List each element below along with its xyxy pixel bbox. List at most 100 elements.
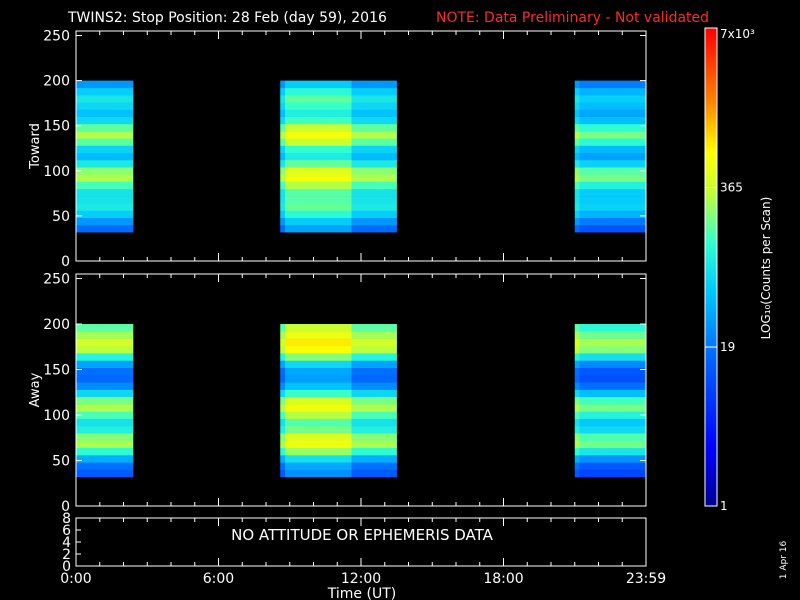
heatmap-cell [380, 95, 386, 103]
heatmap-cell [109, 360, 115, 369]
heatmap-cell [346, 389, 352, 398]
heatmap-cell [574, 331, 580, 339]
heatmap-cell [313, 331, 319, 339]
heatmap-cell [337, 389, 343, 398]
heatmap-cell [617, 188, 623, 197]
heatmap-cell [128, 131, 134, 139]
heatmap-cell [365, 367, 371, 376]
heatmap-cell [323, 210, 329, 219]
heatmap-cell [327, 425, 333, 434]
heatmap-cell [370, 203, 376, 211]
heatmap-cell [327, 360, 333, 369]
heatmap-cell [313, 374, 319, 383]
heatmap-cell [603, 455, 609, 463]
heatmap-cell [104, 210, 110, 219]
heatmap-cell [384, 374, 390, 383]
heatmap-cell [380, 80, 386, 89]
heatmap-cell [128, 181, 134, 190]
heatmap-cell [593, 159, 599, 168]
heatmap-cell [308, 152, 314, 161]
heatmap-cell [356, 389, 362, 398]
heatmap-cell [617, 345, 623, 354]
heatmap-cell [603, 338, 609, 347]
heatmap-cell [394, 425, 397, 434]
heatmap-cell [603, 203, 609, 211]
heatmap-cell [128, 152, 134, 161]
heatmap-cell [342, 374, 348, 383]
heatmap-cell [608, 338, 614, 347]
heatmap-cell [622, 374, 628, 383]
heatmap-cell [280, 203, 286, 211]
heatmap-cell [593, 353, 599, 361]
heatmap-cell [99, 440, 105, 449]
heatmap-cell [90, 389, 96, 398]
heatmap-cell [612, 102, 618, 110]
heatmap-cell [598, 145, 604, 154]
heatmap-cell [622, 367, 628, 376]
heatmap-cell [304, 217, 310, 226]
heatmap-cell [99, 324, 105, 332]
heatmap-cell [370, 217, 376, 226]
heatmap-cell [332, 116, 338, 125]
heatmap-cell [361, 324, 367, 332]
heatmap-cell [342, 389, 348, 398]
heatmap-cell [641, 131, 647, 139]
heatmap-cell [332, 433, 338, 441]
heatmap-cell [636, 131, 642, 139]
heatmap-cell [589, 80, 595, 89]
heatmap-cell [636, 217, 642, 226]
heatmap-cell [636, 174, 642, 182]
heatmap-cell [337, 203, 343, 211]
x-axis-label: Time (UT) [327, 586, 396, 600]
heatmap-cell [332, 411, 338, 419]
heatmap-cell [318, 338, 324, 347]
heatmap-cell [598, 418, 604, 427]
heatmap-cell [99, 210, 105, 219]
heatmap-cell [114, 360, 120, 369]
heatmap-cell [631, 224, 637, 233]
heatmap-cell [579, 374, 585, 383]
heatmap-cell [95, 338, 101, 347]
heatmap-cell [289, 462, 295, 470]
heatmap-cell [280, 102, 286, 110]
heatmap-cell [104, 440, 110, 449]
heatmap-cell [76, 95, 82, 103]
heatmap-cell [356, 217, 362, 226]
heatmap-cell [323, 116, 329, 125]
heatmap-cell [123, 210, 129, 219]
heatmap-cell [346, 95, 352, 103]
heatmap-cell [90, 447, 96, 456]
heatmap-cell [90, 80, 96, 89]
heatmap-cell [356, 447, 362, 456]
heatmap-cell [323, 360, 329, 369]
heatmap-cell [123, 203, 129, 211]
heatmap-cell [622, 224, 628, 233]
heatmap-cell [394, 462, 397, 470]
heatmap-cell [285, 425, 291, 434]
heatmap-cell [342, 331, 348, 339]
heatmap-cell [384, 196, 390, 204]
heatmap-cell [308, 159, 314, 168]
heatmap-cell [123, 418, 129, 427]
heatmap-cell [285, 95, 291, 103]
heatmap-cell [323, 389, 329, 398]
heatmap-cell [109, 462, 115, 470]
heatmap-cell [394, 360, 397, 369]
heatmap-cell [342, 138, 348, 146]
heatmap-cell [280, 396, 286, 405]
heatmap-cell [593, 123, 599, 132]
heatmap-cell [285, 196, 291, 204]
heatmap-cell [99, 469, 105, 478]
heatmap-cell [294, 224, 300, 233]
heatmap-cell [370, 374, 376, 383]
heatmap-cell [598, 469, 604, 478]
heatmap-cell [589, 367, 595, 376]
heatmap-cell [365, 196, 371, 204]
heatmap-cell [574, 411, 580, 419]
heatmap-cell [598, 404, 604, 412]
heatmap-cell [617, 389, 623, 398]
heatmap-cell [622, 425, 628, 434]
heatmap-cell [308, 145, 314, 154]
heatmap-cell [579, 331, 585, 339]
heatmap-cell [627, 174, 633, 182]
